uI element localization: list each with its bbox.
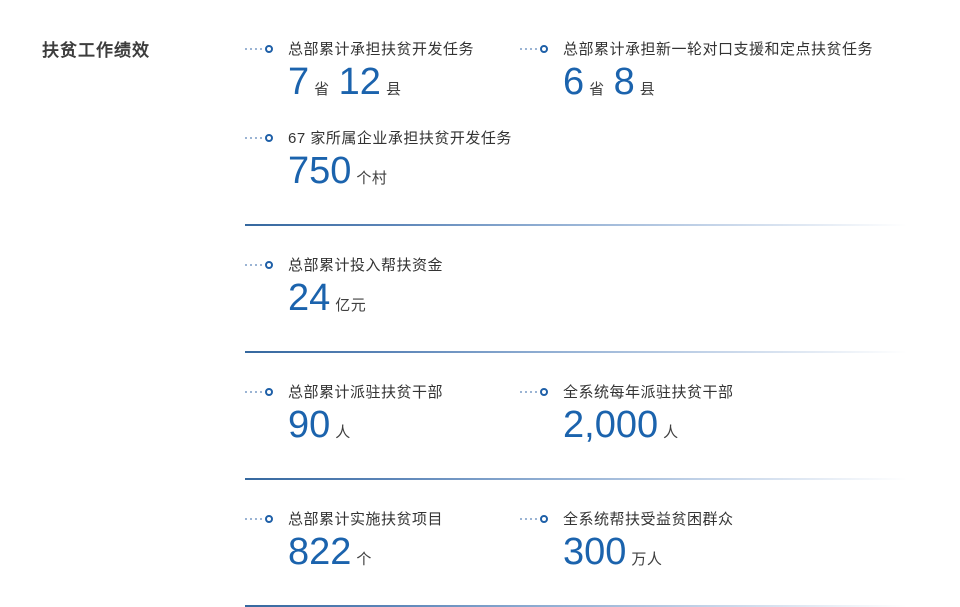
stat-value: 90 人 (245, 404, 520, 454)
stat-header: 总部累计承担新一轮对口支援和定点扶贫任务 (520, 38, 907, 59)
dotted-trail-ring-icon (520, 387, 548, 396)
stat-value: 2,000 人 (520, 404, 907, 454)
stat-row: 总部累计承担扶贫开发任务 7 省 12 县 总部累计承担新一轮对口支援和定点扶贫任务 … (245, 38, 907, 111)
stat-header: 总部累计派驻扶贫干部 (245, 381, 520, 402)
dotted-trail-ring-icon (245, 133, 273, 142)
stat-label: 总部累计实施扶贫项目 (288, 511, 444, 528)
dotted-trail-ring-icon (520, 514, 548, 523)
stat-unit: 县 (385, 81, 402, 98)
dotted-trail-ring-icon (245, 514, 273, 523)
stat-label: 67 家所属企业承担扶贫开发任务 (288, 130, 512, 147)
stat-number: 300 (563, 531, 627, 573)
stat-unit: 个村 (356, 170, 388, 187)
stat-unit: 个 (356, 551, 372, 568)
stat-label: 全系统帮扶受益贫困群众 (563, 511, 734, 528)
stat-header: 67 家所属企业承担扶贫开发任务 (245, 127, 907, 148)
stat-header: 总部累计实施扶贫项目 (245, 508, 520, 529)
stat-value: 300 万人 (520, 531, 907, 581)
stat-system-beneficiaries: 全系统帮扶受益贫困群众 300 万人 (520, 508, 907, 581)
stat-header: 全系统每年派驻扶贫干部 (520, 381, 907, 402)
stat-value: 750 个村 (245, 150, 907, 200)
stat-number: 2,000 (563, 404, 659, 446)
dotted-trail-ring-icon (245, 260, 273, 269)
dotted-trail-ring-icon (520, 44, 548, 53)
stat-row: 67 家所属企业承担扶贫开发任务 750 个村 (245, 127, 907, 200)
stat-header: 总部累计承担扶贫开发任务 (245, 38, 520, 59)
stat-row: 总部累计实施扶贫项目 822 个 全系统帮扶受益贫困群众 300 万人 (245, 508, 907, 581)
dotted-trail-ring-icon (245, 387, 273, 396)
stat-label: 总部累计承担新一轮对口支援和定点扶贫任务 (563, 41, 874, 58)
section-divider (245, 478, 907, 480)
stat-number: 750 (288, 150, 352, 192)
stat-hq-projects-implemented: 总部累计实施扶贫项目 822 个 (245, 508, 520, 581)
stat-system-yearly-cadres: 全系统每年派驻扶贫干部 2,000 人 (520, 381, 907, 454)
stat-number: 24 (288, 277, 331, 319)
stat-label: 总部累计派驻扶贫干部 (288, 384, 444, 401)
stat-unit: 万人 (631, 551, 663, 568)
stat-row: 总部累计投入帮扶资金 24 亿元 (245, 254, 907, 327)
stat-unit: 亿元 (335, 297, 367, 314)
stat-unit: 县 (639, 81, 656, 98)
stat-header: 全系统帮扶受益贫困群众 (520, 508, 907, 529)
stat-hq-cadres-dispatched: 总部累计派驻扶贫干部 90 人 (245, 381, 520, 454)
stat-value: 24 亿元 (245, 277, 907, 327)
stat-number: 822 (288, 531, 352, 573)
stat-unit: 人 (335, 424, 351, 441)
dotted-trail-ring-icon (245, 44, 273, 53)
stat-value: 822 个 (245, 531, 520, 581)
stat-value: 7 省 12 县 (245, 61, 520, 111)
page-title: 扶贫工作绩效 (42, 41, 150, 60)
stat-number: 8 (613, 61, 635, 103)
stat-number: 7 (288, 61, 310, 103)
stat-number: 90 (288, 404, 331, 446)
stat-hq-funds-invested: 总部累计投入帮扶资金 24 亿元 (245, 254, 907, 327)
stat-unit: 省 (589, 81, 605, 98)
section-divider (245, 351, 907, 353)
stat-label: 全系统每年派驻扶贫干部 (563, 384, 734, 401)
stats-content: 总部累计承担扶贫开发任务 7 省 12 县 总部累计承担新一轮对口支援和定点扶贫任务 … (245, 38, 907, 607)
stat-row: 总部累计派驻扶贫干部 90 人 全系统每年派驻扶贫干部 2,000 人 (245, 381, 907, 454)
stat-unit: 省 (314, 81, 330, 98)
stat-label: 总部累计投入帮扶资金 (288, 257, 444, 274)
stat-label: 总部累计承担扶贫开发任务 (288, 41, 475, 58)
stat-subsidiaries-dev-task: 67 家所属企业承担扶贫开发任务 750 个村 (245, 127, 907, 200)
stat-number: 6 (563, 61, 585, 103)
stat-header: 总部累计投入帮扶资金 (245, 254, 907, 275)
section-divider (245, 224, 907, 226)
stat-unit: 人 (663, 424, 679, 441)
stat-number: 12 (338, 61, 381, 103)
stat-hq-poverty-dev-task: 总部累计承担扶贫开发任务 7 省 12 县 (245, 38, 520, 111)
